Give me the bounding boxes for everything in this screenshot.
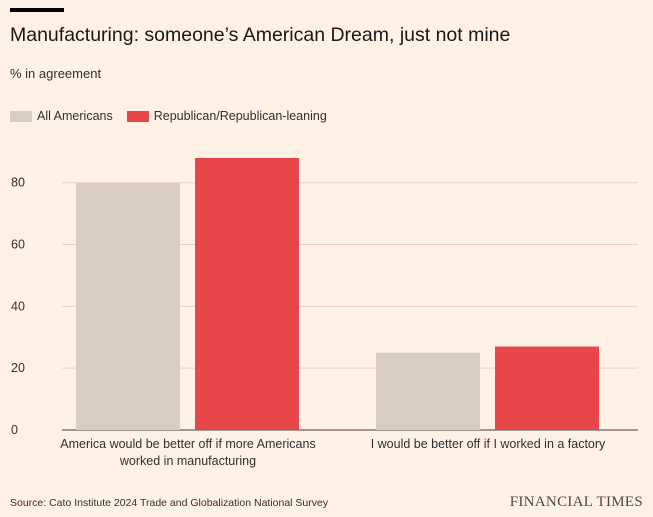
chart-subtitle: % in agreement: [10, 66, 102, 81]
x-category-label-0-line-1: worked in manufacturing: [119, 454, 256, 468]
y-tick-label-80: 80: [11, 176, 25, 190]
legend-label-republican: Republican/Republican-leaning: [153, 109, 327, 123]
x-category-label-0-line-0: America would be better off if more Amer…: [60, 437, 315, 451]
legend-swatch-republican: [126, 110, 149, 122]
chart-title: Manufacturing: someone’s American Dream,…: [10, 24, 511, 46]
legend-item-republican: Republican/Republican-leaning: [126, 109, 327, 123]
legend-item-all-americans: All Americans: [10, 109, 113, 123]
bar-republican-1: [495, 346, 599, 430]
legend-swatch-all-americans: [10, 110, 32, 122]
ft-logo: FINANCIAL TIMES: [509, 494, 643, 510]
legend-label-all-americans: All Americans: [37, 109, 113, 123]
y-tick-label-40: 40: [11, 299, 25, 313]
y-tick-label-0: 0: [11, 423, 18, 437]
bar-all-americans-0: [76, 182, 180, 430]
bar-republican-0: [195, 158, 299, 430]
x-category-label-1-line-0: I would be better off if I worked in a f…: [371, 437, 606, 451]
bar-all-americans-1: [376, 352, 480, 430]
source-note: Source: Cato Institute 2024 Trade and Gl…: [10, 497, 329, 509]
legend: All Americans Republican/Republican-lean…: [10, 109, 341, 123]
y-tick-label-20: 20: [11, 361, 25, 375]
y-tick-label-60: 60: [11, 238, 25, 252]
top-rule: [10, 8, 64, 12]
